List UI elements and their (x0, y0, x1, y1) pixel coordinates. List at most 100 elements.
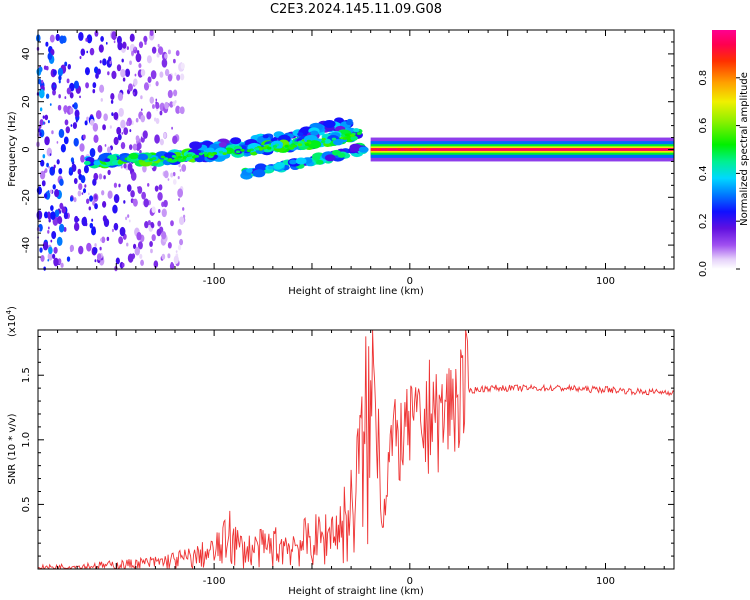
lower-branch-blob (137, 153, 149, 161)
lower-branch-core (297, 143, 303, 147)
noise-speckle (100, 238, 102, 242)
noise-speckle (126, 46, 130, 50)
noise-speckle (64, 119, 69, 126)
noise-speckle (140, 259, 144, 266)
lower-branch-core (226, 150, 232, 154)
noise-speckle (121, 131, 124, 135)
lower-branch-core (344, 133, 350, 137)
noise-speckle (95, 72, 99, 79)
noise-speckle (67, 63, 71, 70)
noise-speckle (159, 138, 164, 146)
noise-speckle (43, 65, 47, 70)
noise-speckle (140, 95, 143, 100)
noise-speckle (124, 68, 131, 78)
noise-speckle (41, 180, 46, 187)
snr-y-ticks: 0.5 1.0 1.5 (21, 335, 674, 557)
noise-speckle (151, 206, 156, 214)
noise-speckle (138, 41, 144, 49)
noise-speckle (91, 218, 94, 222)
noise-speckle (172, 101, 176, 107)
noise-speckle (177, 188, 183, 198)
noise-speckle (57, 67, 64, 77)
noise-speckle (107, 169, 111, 176)
noise-speckle (156, 52, 160, 58)
lower-branch-blob (93, 160, 102, 166)
noise-speckle (155, 118, 160, 125)
noise-speckle (52, 89, 56, 96)
colorbar-tick-label: 0.8 (698, 70, 709, 86)
carrier-hotspot (417, 148, 422, 151)
noise-speckle (179, 216, 185, 225)
noise-speckle (157, 46, 164, 55)
lower-branch-core (177, 155, 183, 159)
noise-speckle (150, 248, 153, 254)
noise-speckle (77, 168, 82, 175)
noise-speckle (47, 52, 53, 61)
noise-speckle (42, 115, 45, 119)
lower-branch-core (203, 152, 208, 155)
lower-branch-core (246, 149, 252, 153)
noise-speckle (88, 206, 92, 211)
colorbar-ticks: 0.0 0.2 0.4 0.6 0.8 (698, 70, 740, 277)
noise-speckle (84, 67, 90, 76)
noise-speckle (43, 211, 49, 219)
noise-speckle (66, 256, 71, 262)
noise-speckle (58, 167, 63, 175)
faint-branch-blob (316, 159, 324, 165)
spectrogram-x-tick-label: 100 (596, 276, 615, 287)
noise-speckle (79, 55, 82, 60)
noise-speckle (175, 105, 181, 114)
noise-speckle (113, 182, 118, 188)
noise-speckle (158, 184, 163, 191)
noise-speckle (52, 184, 56, 190)
noise-speckle (161, 208, 167, 218)
noise-speckle (118, 183, 121, 188)
noise-speckle (43, 193, 48, 199)
noise-speckle (126, 184, 132, 192)
noise-speckle (63, 136, 69, 145)
faint-branch-blob (254, 163, 267, 172)
noise-speckle (99, 60, 102, 64)
noise-speckle (51, 130, 54, 135)
noise-speckle (77, 190, 82, 197)
noise-speckle (86, 50, 89, 54)
lower-branch-core (321, 137, 326, 141)
lower-branch-core (210, 153, 215, 157)
noise-speckle (102, 58, 107, 66)
noise-speckle (99, 246, 102, 251)
noise-speckle (98, 173, 103, 180)
noise-speckle (66, 87, 72, 95)
noise-speckle (140, 108, 143, 112)
noise-speckle (170, 172, 174, 178)
lower-branch-core (138, 159, 143, 163)
noise-speckle (116, 35, 122, 45)
noise-speckle (39, 119, 44, 126)
noise-speckle (149, 29, 154, 37)
noise-speckle (80, 154, 85, 163)
noise-speckle (136, 232, 142, 241)
noise-speckle (73, 80, 79, 89)
noise-speckle (142, 130, 148, 139)
noise-speckle (173, 58, 176, 64)
noise-speckle (52, 253, 56, 259)
noise-speckle (74, 109, 80, 118)
noise-speckle (135, 118, 139, 123)
lower-branch-blob (128, 152, 139, 160)
lower-branch-core (350, 134, 355, 137)
noise-speckle (111, 228, 114, 233)
noise-speckle (170, 220, 174, 227)
noise-speckle (164, 53, 168, 59)
noise-speckle (140, 69, 146, 77)
lower-branch-blob (353, 128, 360, 133)
carrier-hotspot (409, 148, 413, 151)
lower-branch-core (320, 140, 326, 144)
noise-speckle (39, 66, 43, 73)
noise-speckle (155, 81, 159, 87)
noise-speckle (149, 240, 153, 247)
noise-speckle (115, 257, 120, 265)
noise-speckle (106, 236, 110, 242)
noise-speckle (167, 89, 173, 99)
noise-speckle (122, 41, 127, 49)
noise-speckle (45, 41, 49, 47)
faint-branch-blob (246, 168, 253, 173)
